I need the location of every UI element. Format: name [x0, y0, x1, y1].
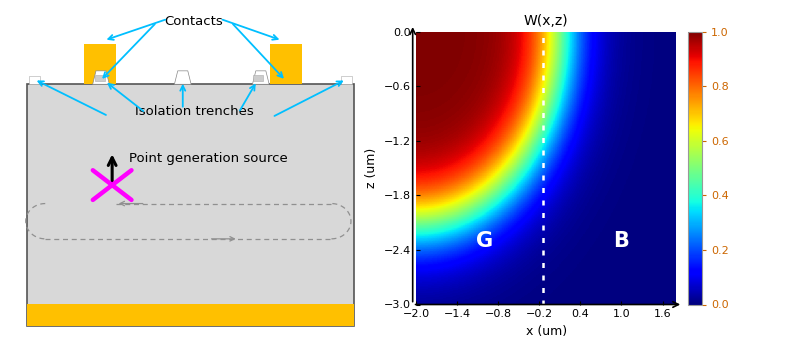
Title: W(x,z): W(x,z) [524, 14, 569, 28]
Bar [27, 84, 354, 326]
Bar [341, 76, 352, 84]
Text: Isolation trenches: Isolation trenches [135, 105, 253, 118]
Bar [84, 44, 116, 84]
Bar [254, 75, 263, 81]
Polygon shape [252, 71, 269, 84]
X-axis label: x (um): x (um) [526, 325, 566, 338]
Polygon shape [175, 71, 191, 84]
Text: B: B [613, 231, 629, 251]
Text: Point generation source: Point generation source [129, 152, 288, 165]
Text: G: G [476, 231, 493, 251]
Text: Contacts: Contacts [165, 15, 223, 28]
Bar [27, 304, 354, 326]
Y-axis label: z (um): z (um) [365, 148, 378, 188]
Bar [28, 76, 40, 84]
Bar [95, 75, 105, 81]
Bar [270, 44, 301, 84]
Polygon shape [93, 71, 109, 84]
